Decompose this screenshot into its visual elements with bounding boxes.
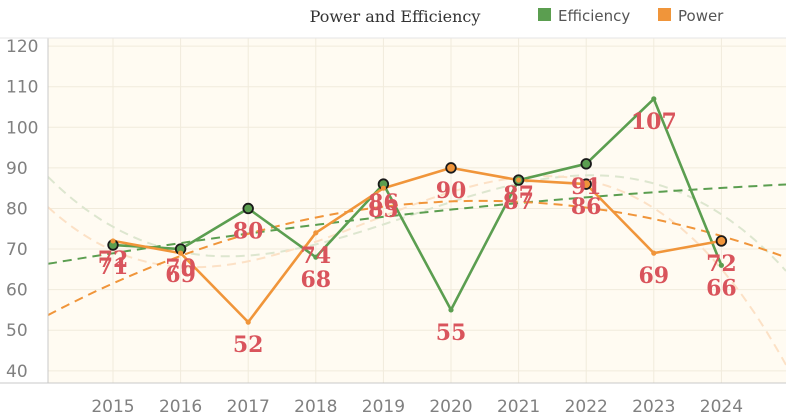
x-tick-label: 2020	[429, 397, 472, 417]
efficiency-data-label: 86	[368, 190, 399, 216]
y-tick-label: 100	[6, 118, 38, 138]
x-tick-label: 2019	[362, 397, 405, 417]
y-tick-label: 50	[6, 321, 28, 341]
trend-lines	[48, 174, 786, 366]
power-trend	[48, 199, 786, 316]
power-point	[245, 319, 251, 325]
efficiency-data-label: 87	[503, 189, 534, 215]
legend-swatch	[658, 8, 671, 21]
efficiency-data-label: 80	[233, 218, 264, 244]
power-point	[516, 177, 522, 183]
y-tick-label: 120	[6, 37, 38, 57]
chart-title: Power and Efficiency	[310, 7, 481, 26]
efficiency-point	[448, 307, 454, 313]
x-tick-label: 2018	[294, 397, 337, 417]
power-point	[715, 235, 728, 247]
legend: Efficiency Power	[538, 7, 724, 25]
efficiency-data-label: 107	[631, 109, 677, 135]
x-tick-label: 2017	[227, 397, 270, 417]
efficiency-cubic-trend	[48, 174, 786, 272]
efficiency-line	[112, 97, 723, 312]
x-tick-label: 2024	[700, 397, 743, 417]
power-cubic-trend	[48, 175, 786, 366]
efficiency-point	[242, 202, 254, 215]
power-point	[580, 178, 592, 190]
efficiency-point	[651, 96, 657, 102]
point-markers	[107, 96, 728, 325]
legend-swatch	[538, 8, 551, 21]
x-tick-label: 2023	[632, 397, 675, 417]
power-data-label: 52	[233, 332, 264, 358]
y-tick-label: 110	[6, 78, 38, 98]
power-data-label: 69	[638, 263, 669, 289]
legend-label: Efficiency	[558, 7, 630, 25]
efficiency-point	[313, 254, 319, 260]
efficiency-point	[580, 158, 592, 170]
series-lines	[112, 97, 723, 324]
x-tick-label: 2016	[159, 397, 202, 417]
power-data-label: 85	[368, 197, 399, 223]
legend-label: Power	[678, 7, 724, 25]
power-point	[178, 250, 184, 256]
power-point	[651, 250, 657, 256]
legend-item-power: Power	[658, 7, 724, 25]
efficiency-point	[718, 262, 725, 268]
axes: 40 50 60 70 80 90 100 110 120 2015 2016 2017 2018 201…	[0, 37, 786, 417]
y-tick-label: 90	[6, 159, 28, 179]
x-tick-label: 2022	[565, 397, 608, 417]
power-point	[313, 230, 319, 236]
efficiency-data-label: 71	[98, 254, 129, 280]
power-line	[112, 166, 722, 324]
y-tick-label: 70	[6, 240, 28, 260]
efficiency-data-label: 68	[300, 267, 331, 293]
power-point	[380, 185, 386, 191]
legend-item-efficiency: Efficiency	[538, 7, 630, 25]
x-tick-label: 2021	[497, 397, 540, 417]
efficiency-data-label: 70	[165, 255, 196, 281]
power-data-label: 69	[165, 262, 196, 288]
efficiency-data-label: 66	[706, 275, 737, 301]
power-data-label: 74	[300, 243, 331, 269]
y-tick-label: 80	[6, 199, 28, 219]
x-tick-label: 2015	[91, 397, 134, 417]
power-data-label: 87	[503, 182, 534, 208]
y-tick-label: 40	[6, 362, 28, 382]
efficiency-trend	[48, 183, 786, 265]
y-tick-label: 60	[6, 281, 28, 301]
power-data-label: 86	[571, 194, 602, 220]
power-point	[445, 162, 457, 174]
power-data-label: 72	[98, 247, 129, 273]
efficiency-data-label: 91	[571, 174, 602, 200]
power-data-label: 90	[436, 178, 467, 204]
chart-header: Power and Efficiency Efficiency Power	[310, 7, 725, 26]
efficiency-data-label: 55	[436, 320, 467, 346]
power-point	[110, 238, 116, 244]
power-data-label: 72	[706, 251, 737, 277]
plot-background	[48, 38, 786, 383]
